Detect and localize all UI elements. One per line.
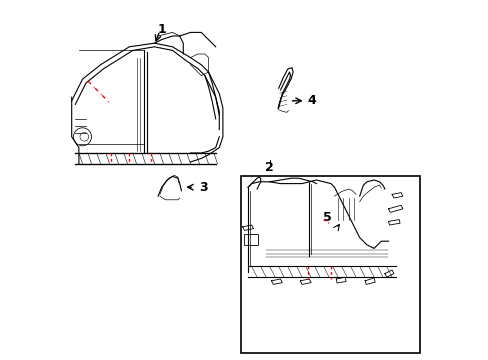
Bar — [241, 176, 419, 353]
Text: 2: 2 — [265, 161, 273, 174]
Bar — [244, 234, 258, 245]
Text: 5: 5 — [322, 211, 331, 224]
Text: 3: 3 — [199, 181, 208, 194]
Text: 4: 4 — [307, 94, 316, 107]
Text: 1: 1 — [158, 23, 166, 36]
